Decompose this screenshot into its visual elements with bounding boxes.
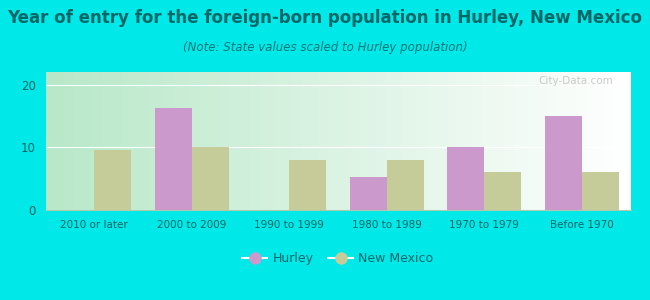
Bar [447,147,484,210]
Bar [192,147,229,210]
Bar [545,116,582,210]
Bar [387,160,424,210]
Bar [155,108,192,210]
Legend: Hurley, New Mexico: Hurley, New Mexico [237,247,439,270]
Text: Year of entry for the foreign-born population in Hurley, New Mexico: Year of entry for the foreign-born popul… [8,9,642,27]
Bar [289,160,326,210]
Bar [484,172,521,210]
Bar [94,150,131,210]
Bar [350,177,387,210]
Bar [582,172,619,210]
Text: (Note: State values scaled to Hurley population): (Note: State values scaled to Hurley pop… [183,40,467,53]
Text: City-Data.com: City-Data.com [538,76,613,86]
